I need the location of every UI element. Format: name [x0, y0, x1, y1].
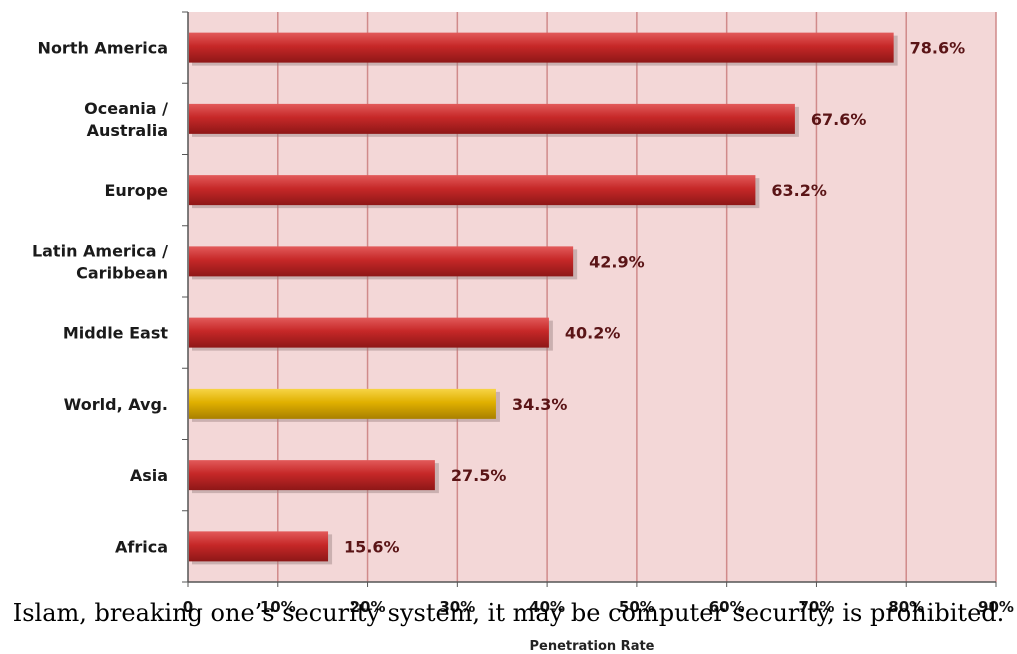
- labels: 0 10% 20% 30% 40% 50% 60% 70% 80% 90% 78.6% North A…: [32, 39, 1014, 616]
- x-tick-label-7: 70%: [798, 598, 834, 616]
- category-label-1: Oceania / Australia: [84, 99, 168, 140]
- value-label-5: 34.3%: [512, 395, 568, 414]
- x-tick-label-6: 60%: [709, 598, 745, 616]
- category-label-7: Africa: [115, 537, 168, 556]
- value-label-6: 27.5%: [451, 466, 507, 485]
- plot-area: [188, 12, 996, 582]
- bar-6: [189, 460, 435, 491]
- x-axis-title: Penetration Rate: [529, 639, 654, 654]
- bar-7: [189, 531, 329, 562]
- axes: [182, 11, 997, 587]
- x-tick-label-0: 0: [183, 598, 193, 616]
- value-label-4: 40.2%: [565, 324, 621, 343]
- x-tick-label-2: 20%: [350, 598, 386, 616]
- category-label-2: Europe: [104, 181, 168, 200]
- caption-text: Islam, breaking one’s security system, i…: [12, 599, 1005, 627]
- category-label-4: Middle East: [63, 324, 168, 343]
- x-tick-label-4: 40%: [529, 598, 565, 616]
- bars: [189, 32, 898, 565]
- bar-5: [189, 388, 496, 419]
- value-label-0: 78.6%: [910, 39, 966, 58]
- x-tick-label-9: 90%: [978, 598, 1014, 616]
- category-label-6: Asia: [130, 466, 168, 485]
- bar-3: [189, 246, 574, 277]
- bar-0: [189, 32, 894, 63]
- category-label-0: North America: [38, 39, 168, 58]
- value-label-7: 15.6%: [344, 537, 400, 556]
- value-label-2: 63.2%: [771, 181, 827, 200]
- x-tick-label-3: 30%: [439, 598, 475, 616]
- x-tick-label-1: 10%: [260, 598, 296, 616]
- value-label-1: 67.6%: [811, 110, 867, 129]
- category-label-5: World, Avg.: [64, 395, 168, 414]
- bar-1: [189, 103, 795, 134]
- x-tick-label-5: 50%: [619, 598, 655, 616]
- x-tick-label-8: 80%: [888, 598, 924, 616]
- value-label-3: 42.9%: [589, 252, 645, 271]
- bar-4: [189, 317, 549, 348]
- category-label-3: Latin America / Caribbean: [32, 241, 168, 282]
- bar-2: [189, 175, 756, 206]
